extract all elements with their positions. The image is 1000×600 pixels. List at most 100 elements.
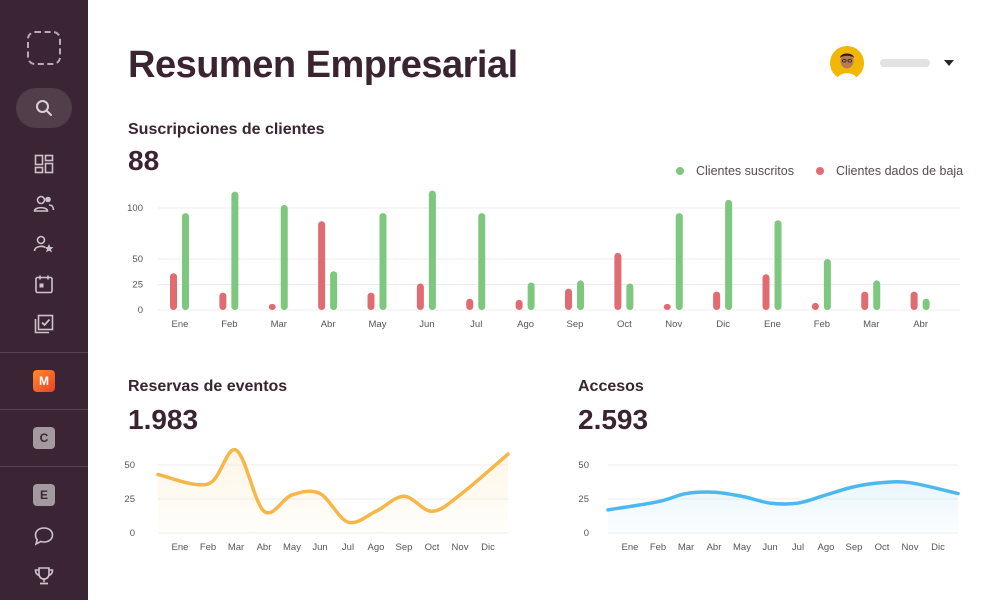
bar-unsubscribed [318, 221, 326, 310]
sidebar-item-favorites[interactable] [0, 232, 88, 256]
bar-unsubscribed [515, 299, 523, 310]
bar-unsubscribed [416, 283, 424, 310]
x-tick-label: Mar [271, 319, 287, 330]
chat-icon [34, 527, 54, 546]
workspace-c-badge: C [33, 427, 55, 449]
bookings-title: Reservas de eventos [128, 378, 288, 395]
x-tick-label: Abr [707, 542, 722, 553]
workspace-e[interactable]: E [0, 484, 88, 506]
x-tick-label: Nov [665, 319, 682, 330]
y-tick-label: 100 [127, 203, 143, 214]
y-tick-label: 50 [124, 460, 135, 471]
avatar-icon [830, 46, 864, 80]
chart-legend: Clientes suscritos Clientes dados de baj… [676, 164, 963, 178]
user-name [880, 59, 930, 67]
x-tick-label: Abr [913, 319, 928, 330]
x-tick-label: Oct [875, 542, 890, 553]
y-tick-label: 25 [132, 280, 143, 291]
sidebar-item-dashboard[interactable] [0, 152, 88, 176]
bar-subscribed [182, 213, 189, 310]
bar-unsubscribed [713, 291, 721, 310]
bar-subscribed [626, 283, 634, 310]
user-star-icon [33, 235, 54, 253]
y-tick-label: 50 [578, 460, 589, 471]
checklist-icon [34, 314, 54, 334]
bar-subscribed [428, 190, 436, 310]
x-tick-label: May [369, 319, 387, 330]
x-tick-label: Dic [481, 542, 495, 553]
logo-placeholder[interactable] [0, 30, 88, 66]
x-tick-label: Ago [818, 542, 835, 553]
bar-subscribed [823, 259, 831, 310]
legend-subscribed[interactable]: Clientes suscritos [676, 164, 794, 178]
trophy-icon [34, 567, 54, 585]
access-line [606, 479, 960, 512]
bar-unsubscribed [762, 274, 770, 310]
bar-subscribed [330, 271, 338, 310]
bar-subscribed [922, 298, 930, 310]
bar-unsubscribed [268, 303, 276, 310]
x-tick-label: Feb [650, 542, 666, 553]
x-tick-label: Sep [396, 542, 413, 553]
sidebar-item-achievements[interactable] [0, 564, 88, 588]
x-tick-label: Feb [814, 319, 830, 330]
bar-unsubscribed [565, 288, 572, 310]
sidebar-item-tasks[interactable] [0, 312, 88, 336]
bar-unsubscribed [170, 273, 177, 310]
bar-subscribed [478, 213, 486, 310]
subscriptions-value: 88 [128, 145, 160, 176]
x-tick-label: Oct [425, 542, 440, 553]
x-tick-label: Jun [419, 319, 434, 330]
y-tick-label: 25 [578, 494, 589, 505]
search-icon [36, 100, 52, 116]
user-menu[interactable] [830, 46, 954, 80]
workspace-m[interactable]: M [0, 370, 88, 392]
x-tick-label: Ene [172, 319, 189, 330]
x-tick-label: Dic [931, 542, 945, 553]
sidebar-item-messages[interactable] [0, 524, 88, 548]
bar-subscribed [774, 220, 782, 310]
x-tick-label: Jun [762, 542, 777, 553]
bar-unsubscribed [466, 298, 474, 310]
bookings-line [156, 448, 510, 525]
x-tick-label: Ago [368, 542, 385, 553]
logo-icon [27, 31, 61, 65]
bookings-area-fill [158, 449, 508, 533]
bar-unsubscribed [811, 302, 819, 310]
x-tick-label: Abr [321, 319, 336, 330]
search-button[interactable] [0, 88, 88, 128]
workspace-c[interactable]: C [0, 427, 88, 449]
x-tick-label: Mar [678, 542, 694, 553]
x-tick-label: Ago [517, 319, 534, 330]
x-tick-label: Ene [622, 542, 639, 553]
x-tick-label: Sep [567, 319, 584, 330]
legend-unsubscribed[interactable]: Clientes dados de baja [815, 164, 963, 178]
legend-subscribed-label: Clientes suscritos [696, 164, 794, 178]
y-tick-label: 0 [584, 528, 589, 539]
avatar [830, 46, 864, 80]
x-tick-label: Dic [716, 319, 730, 330]
x-tick-label: Ene [172, 542, 189, 553]
legend-green-dot [676, 167, 684, 175]
sidebar-item-calendar[interactable] [0, 272, 88, 296]
bar-unsubscribed [910, 291, 918, 310]
users-icon [33, 195, 55, 212]
x-tick-label: Jun [312, 542, 327, 553]
page-title: Resumen Empresarial [128, 44, 518, 86]
x-tick-label: Nov [452, 542, 469, 553]
x-tick-label: Mar [228, 542, 244, 553]
x-tick-label: Ene [764, 319, 781, 330]
x-tick-label: Oct [617, 319, 632, 330]
chevron-down-icon[interactable] [944, 60, 954, 66]
bar-unsubscribed [663, 303, 671, 310]
sidebar-item-users[interactable] [0, 192, 88, 216]
bar-subscribed [379, 213, 387, 310]
x-tick-label: Jul [470, 319, 482, 330]
subscriptions-title: Suscripciones de clientes [128, 121, 325, 138]
bar-unsubscribed [861, 291, 869, 310]
legend-red-dot [815, 167, 824, 175]
x-tick-label: Jul [342, 542, 354, 553]
bar-unsubscribed [367, 292, 375, 310]
y-tick-label: 0 [138, 305, 143, 316]
